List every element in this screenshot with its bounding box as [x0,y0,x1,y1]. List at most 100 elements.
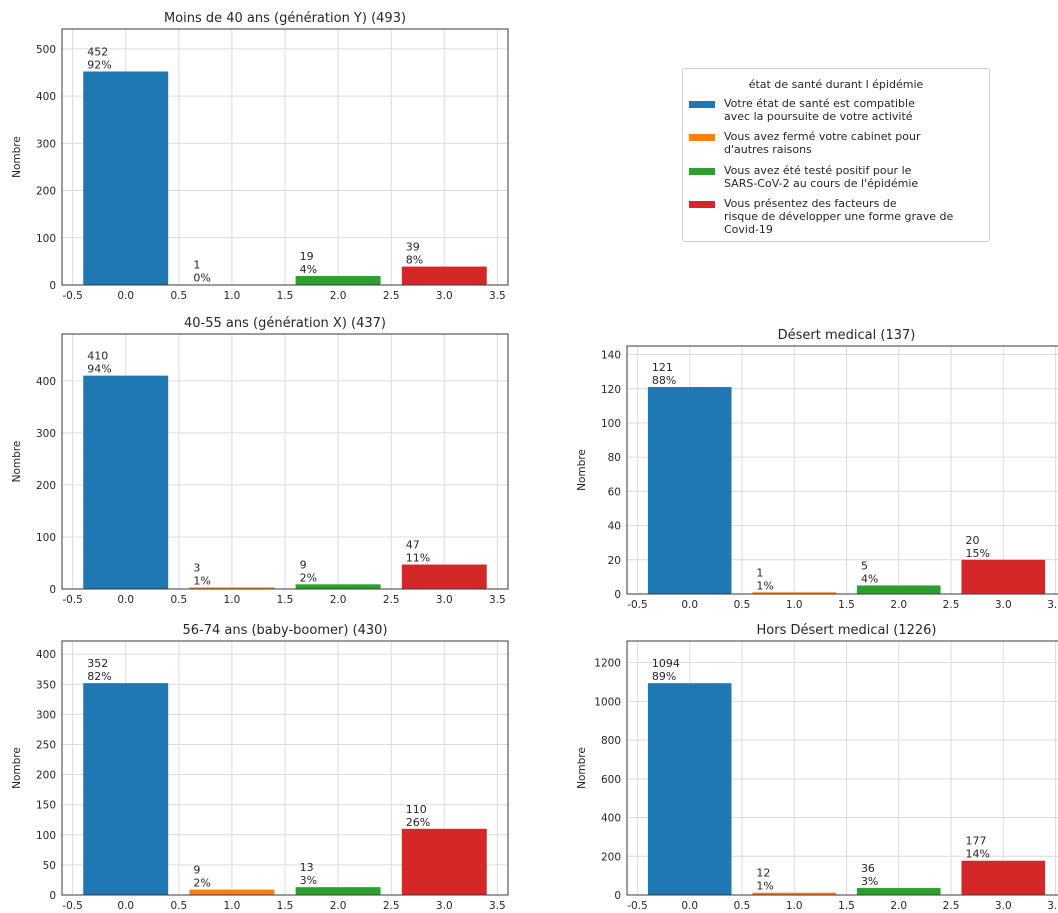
percent-label: 89% [652,670,676,683]
y-tick-label: 0 [49,584,56,596]
x-tick-label: 2.5 [383,290,400,302]
x-tick-label: 1.0 [224,900,241,912]
percent-label: 3% [861,875,878,888]
value-label: 39 [406,241,420,254]
y-axis-label: Nombre [576,747,588,789]
percent-label: 2% [193,877,210,890]
x-tick-label: -0.5 [627,900,648,912]
value-label: 47 [406,539,420,552]
x-tick-label: 0.0 [681,900,698,912]
x-tick-label: 0.0 [117,290,134,302]
legend-title: état de santé durant l épidémie [748,78,924,91]
bar [856,888,941,895]
x-tick-label: 3.0 [995,599,1012,611]
y-tick-label: 300 [36,428,56,440]
bar [295,276,381,285]
value-label: 1 [193,259,200,272]
y-tick-label: 400 [36,376,56,388]
plot-frame [61,640,509,896]
x-tick-label: 3.0 [436,290,453,302]
x-tick-label: 2.5 [383,900,400,912]
bar [189,889,275,895]
x-tick-label: 3.0 [995,900,1012,912]
x-tick-label: 0.5 [734,900,751,912]
percent-label: 0% [193,272,210,285]
x-tick-label: -0.5 [627,599,648,611]
percent-label: 82% [87,670,111,683]
legend-label: Vous présentez des facteurs de risque de… [724,197,954,236]
legend-swatch [689,168,715,175]
plot-frame [61,333,509,590]
x-tick-label: 1.0 [786,599,803,611]
x-tick-label: 3.5 [489,900,506,912]
x-tick-label: 3.5 [1047,599,1058,611]
legend-item-risque: Vous présentez des facteurs de risque de… [689,197,953,236]
bar [961,559,1046,594]
bar [647,683,732,895]
y-tick-label: 0 [49,890,56,902]
y-tick-label: 140 [601,350,621,362]
legend-item-ferme: Vous avez fermé votre cabinet pour d'aut… [689,130,921,156]
y-tick-label: 1200 [594,658,621,670]
y-tick-label: 0 [614,890,621,902]
bar [647,387,732,594]
y-tick-label: 0 [614,589,621,601]
x-tick-label: 3.5 [489,290,506,302]
x-tick-label: 1.5 [277,594,294,606]
x-tick-label: 0.0 [117,594,134,606]
percent-label: 11% [406,552,430,565]
legend-swatch [689,101,715,108]
value-label: 36 [861,862,875,875]
chart-title: 56-74 ans (baby-boomer) (430) [182,623,387,638]
plot-frame [626,345,1058,595]
bar [961,860,1046,895]
y-tick-label: 200 [36,770,56,782]
value-label: 110 [406,803,427,816]
value-label: 13 [300,861,314,874]
y-tick-label: 250 [36,740,56,752]
bar [401,564,487,589]
x-tick-label: 1.5 [838,900,855,912]
y-tick-label: 80 [608,452,621,464]
y-tick-label: 50 [43,860,56,872]
legend: état de santé durant l épidémie Votre ét… [682,68,990,242]
x-tick-label: 2.0 [890,599,907,611]
value-label: 1094 [652,657,680,670]
value-label: 19 [300,250,314,263]
value-label: 121 [652,361,673,374]
percent-label: 1% [756,880,773,893]
y-tick-label: 100 [36,830,56,842]
value-label: 9 [300,558,307,571]
x-tick-label: 2.5 [943,599,960,611]
y-tick-label: 300 [36,138,56,150]
y-axis-label: Nombre [11,441,23,483]
y-tick-label: 200 [601,851,621,863]
legend-label: Vous avez fermé votre cabinet pour d'aut… [724,130,921,156]
percent-label: 15% [965,547,989,560]
value-label: 1 [756,566,763,579]
legend-item-compatible: Votre état de santé est compatible avec … [689,97,915,123]
x-tick-label: 3.0 [436,900,453,912]
y-tick-label: 0 [49,280,56,292]
percent-label: 3% [300,874,317,887]
x-tick-label: 2.0 [330,290,347,302]
chart-title: Hors Désert medical (1226) [757,623,937,638]
percent-label: 92% [87,59,111,72]
x-tick-label: 1.0 [224,594,241,606]
bar [752,892,837,895]
percent-label: 1% [756,579,773,592]
value-label: 20 [965,534,979,547]
value-label: 9 [193,864,200,877]
x-tick-label: -0.5 [62,290,83,302]
y-tick-label: 350 [36,679,56,691]
legend-item-positif: Vous avez été testé positif pour le SARS… [689,164,918,190]
bar [752,592,837,594]
value-label: 12 [756,867,770,880]
x-tick-label: 0.5 [170,900,187,912]
plot-frame [61,28,509,286]
legend-swatch [689,201,715,208]
y-tick-label: 20 [608,555,621,567]
x-tick-label: 3.0 [436,594,453,606]
bar [83,375,169,589]
x-tick-label: 1.0 [786,900,803,912]
